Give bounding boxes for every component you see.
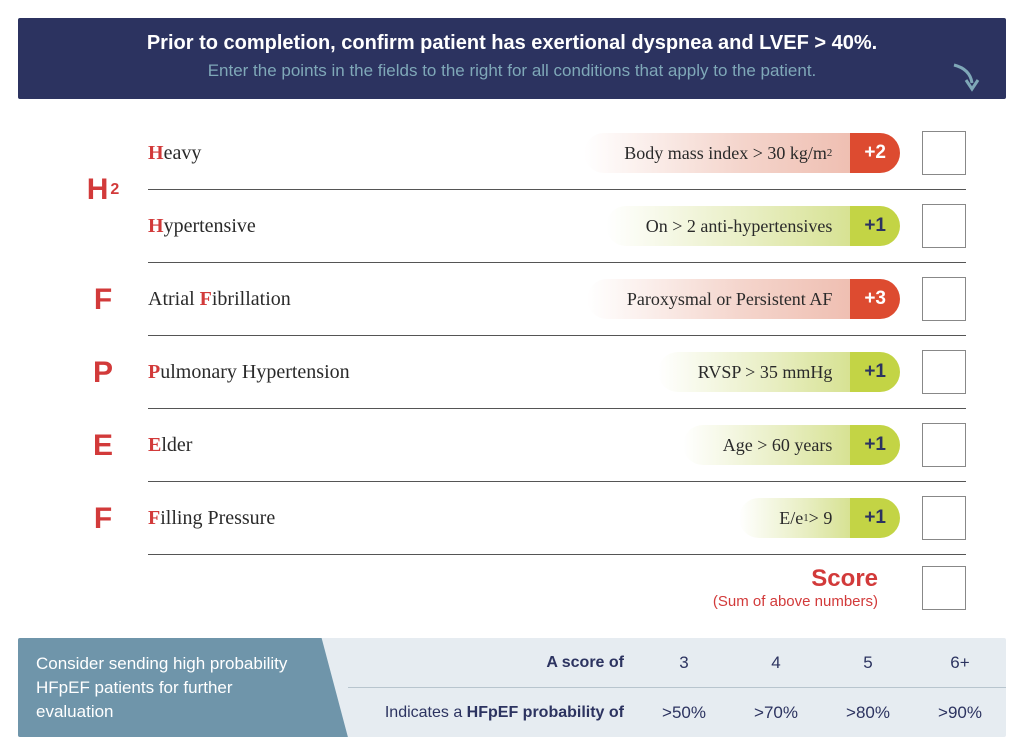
points-input[interactable] [922, 277, 966, 321]
score-total-input[interactable] [922, 566, 966, 610]
criteria-description: RVSP > 35 mmHg [658, 352, 851, 392]
footer-prob-cell: >70% [730, 703, 822, 723]
footer-score-cell: 3 [638, 653, 730, 673]
criteria-pill: Age > 60 years+1 [683, 425, 900, 465]
group-letter: F [58, 263, 148, 336]
criteria-group: H2Heavy Body mass index > 30 kg/m2+2 Hyper… [58, 117, 966, 263]
criteria-row: Atrial Fibrillation Paroxysmal or Persist… [148, 263, 966, 336]
curved-arrow-icon [952, 63, 980, 93]
criteria-label: Pulmonary Hypertension [148, 361, 408, 384]
footer-panel: Consider sending high probability HFpEF … [18, 638, 1006, 737]
group-letter: F [58, 482, 148, 555]
header-title: Prior to completion, confirm patient has… [38, 32, 986, 55]
footer-score-table: A score of3456+Indicates a HFpEF probabi… [348, 638, 1006, 737]
criteria-points: +1 [850, 498, 900, 538]
criteria-points: +3 [850, 279, 900, 319]
criteria-row: Hypertensive On > 2 anti-hypertensives+1 [148, 190, 966, 263]
criteria-group: EElder Age > 60 years+1 [58, 409, 966, 482]
score-subtitle: (Sum of above numbers) [713, 593, 878, 610]
criteria-points: +1 [850, 352, 900, 392]
criteria-pill: On > 2 anti-hypertensives+1 [606, 206, 900, 246]
criteria-label: Filling Pressure [148, 507, 408, 530]
criteria-pill: E/e1 > 9+1 [739, 498, 900, 538]
criteria-row: Pulmonary Hypertension RVSP > 35 mmHg+1 [148, 336, 966, 409]
criteria-points: +1 [850, 206, 900, 246]
criteria-pill: Body mass index > 30 kg/m2+2 [584, 133, 900, 173]
criteria-points: +2 [850, 133, 900, 173]
points-input[interactable] [922, 423, 966, 467]
criteria-description: Paroxysmal or Persistent AF [587, 279, 851, 319]
criteria-label: Heavy [148, 142, 408, 165]
criteria-pill: Paroxysmal or Persistent AF+3 [587, 279, 900, 319]
criteria-label: Hypertensive [148, 215, 408, 238]
footer-score-cell: 6+ [914, 653, 1006, 673]
header-banner: Prior to completion, confirm patient has… [18, 18, 1006, 99]
points-input[interactable] [922, 496, 966, 540]
criteria-row: Filling Pressure E/e1 > 9+1 [148, 482, 966, 555]
points-input[interactable] [922, 350, 966, 394]
footer-score-cell: 5 [822, 653, 914, 673]
score-title: Score [713, 565, 878, 593]
criteria-points: +1 [850, 425, 900, 465]
score-row: Score(Sum of above numbers) [58, 555, 966, 610]
footer-prob-cell: >80% [822, 703, 914, 723]
criteria-description: Age > 60 years [683, 425, 851, 465]
footer-prob-cell: >90% [914, 703, 1006, 723]
criteria-label: Elder [148, 434, 408, 457]
footer-probability-row: Indicates a HFpEF probability of>50%>70%… [348, 688, 1006, 737]
footer-row-label: A score of [348, 654, 638, 672]
criteria-group: FAtrial Fibrillation Paroxysmal or Persis… [58, 263, 966, 336]
criteria-group: FFilling Pressure E/e1 > 9+1 [58, 482, 966, 555]
footer-row-label: Indicates a HFpEF probability of [348, 704, 638, 722]
group-letter: H2 [58, 117, 148, 263]
criteria-label: Atrial Fibrillation [148, 288, 408, 311]
footer-score-header-row: A score of3456+ [348, 638, 1006, 688]
footer-left-message: Consider sending high probability HFpEF … [18, 638, 348, 737]
group-letter: E [58, 409, 148, 482]
group-letter: P [58, 336, 148, 409]
points-input[interactable] [922, 131, 966, 175]
criteria-description: Body mass index > 30 kg/m2 [584, 133, 850, 173]
criteria-row: Elder Age > 60 years+1 [148, 409, 966, 482]
footer-prob-cell: >50% [638, 703, 730, 723]
header-subtitle: Enter the points in the fields to the ri… [38, 61, 986, 81]
criteria-row: Heavy Body mass index > 30 kg/m2+2 [148, 117, 966, 190]
footer-score-cell: 4 [730, 653, 822, 673]
criteria-group: PPulmonary Hypertension RVSP > 35 mmHg+1 [58, 336, 966, 409]
points-input[interactable] [922, 204, 966, 248]
criteria-description: On > 2 anti-hypertensives [606, 206, 851, 246]
criteria-table: H2Heavy Body mass index > 30 kg/m2+2 Hyper… [18, 99, 1006, 610]
criteria-pill: RVSP > 35 mmHg+1 [658, 352, 900, 392]
criteria-description: E/e1 > 9 [739, 498, 850, 538]
